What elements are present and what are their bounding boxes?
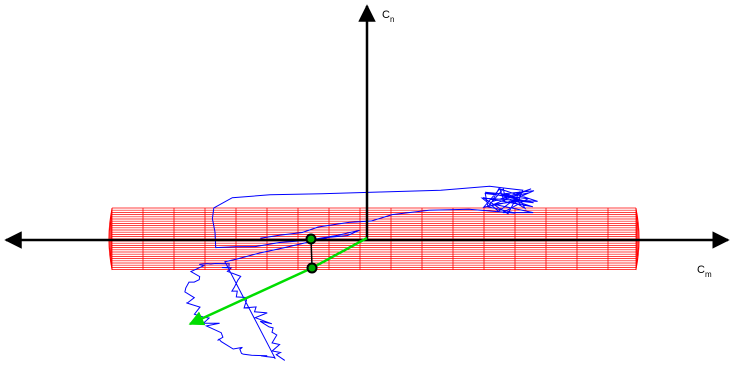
lower-marker [306,262,318,274]
horizontal-axis-label: Cm [697,264,712,279]
green-vector-segment [311,236,368,270]
trajectory-curve [184,185,538,361]
green-vector-arrow [188,266,313,326]
wireframe-cylinder [108,207,640,271]
vertical-axis-label: Cn [382,9,395,24]
horizontal-axis-label-subscript: m [704,270,712,279]
upper-marker [305,233,317,245]
vertical-axis-label-main: C [382,9,390,21]
vertical-axis-label-subscript: n [389,15,395,24]
horizontal-axis-label-main: C [697,264,705,276]
